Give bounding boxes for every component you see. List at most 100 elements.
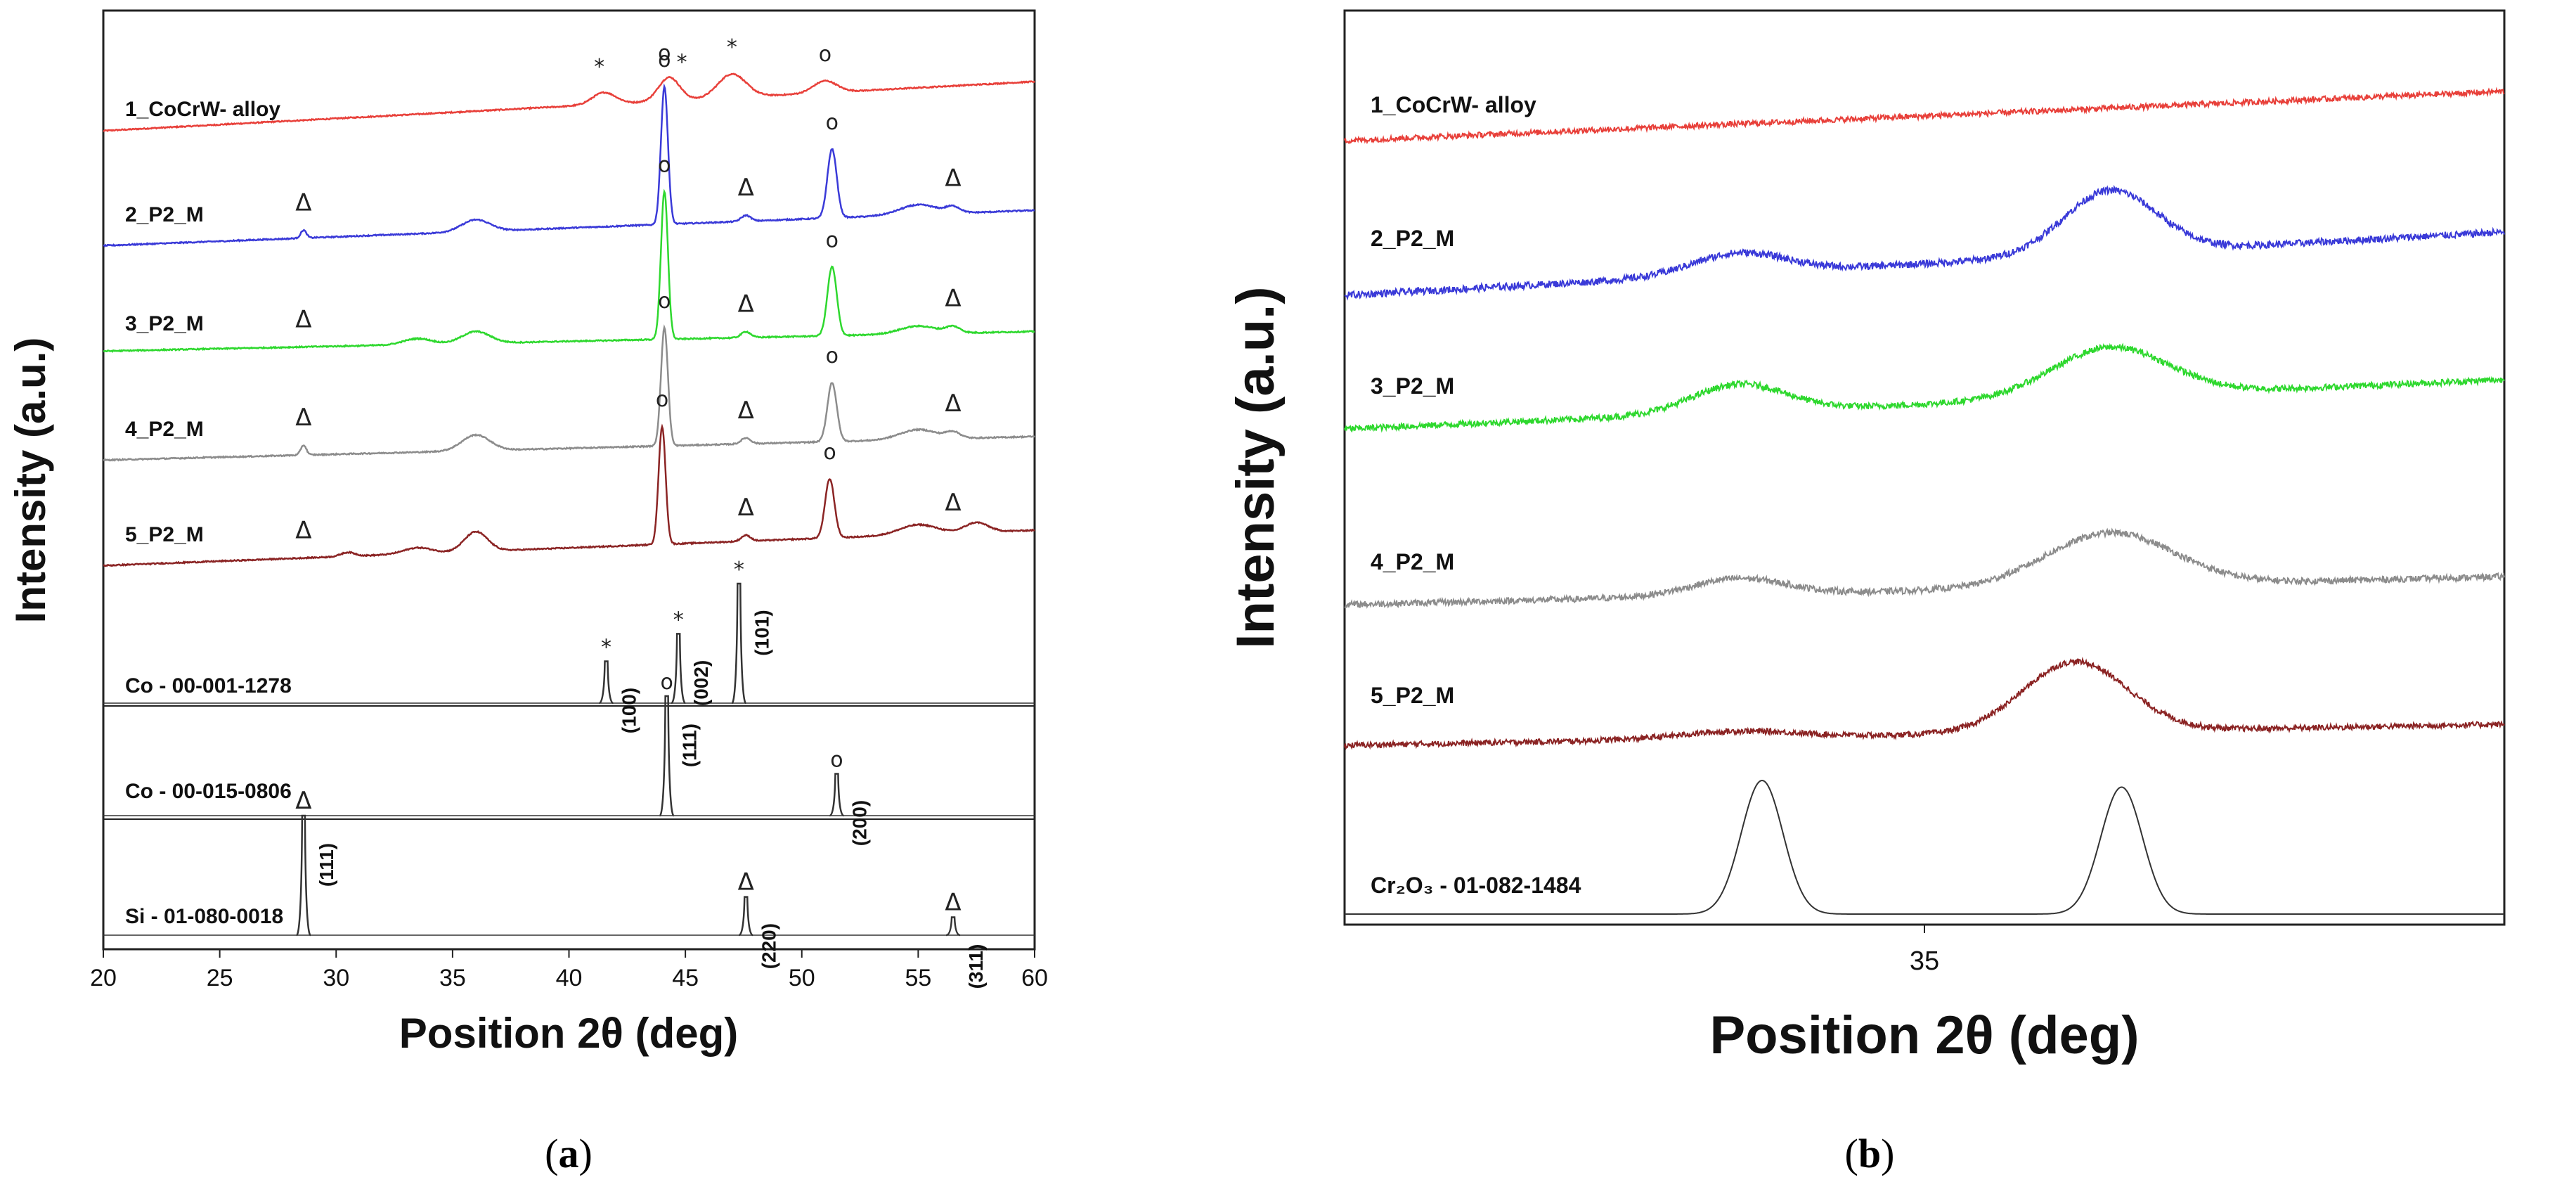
- x-tick-label-a: 30: [323, 965, 349, 991]
- hkl-label: (111): [679, 724, 701, 767]
- series-label: 2_P2_M: [1371, 226, 1454, 251]
- reference-label: Si - 01-080-0018: [125, 905, 283, 928]
- reference-group-a: Co - 00-001-1278 * (100) * (002) * (101) Co - 0…: [103, 558, 1035, 989]
- series-label: 4_P2_M: [1371, 549, 1454, 574]
- series-line-5_P2_M: [103, 423, 1035, 567]
- reference-marker: Δ: [738, 868, 754, 896]
- series-line-3_P2_M: [103, 188, 1035, 353]
- x-tick-label-a: 55: [905, 965, 931, 991]
- x-tick-label-a: 45: [672, 965, 699, 991]
- peak-marker: o: [658, 48, 671, 72]
- series-label: 1_CoCrW- alloy: [125, 98, 280, 121]
- peak-marker: Δ: [945, 390, 961, 418]
- reference-peak: [659, 695, 675, 817]
- peak-marker: o: [658, 41, 671, 65]
- peak-marker: Δ: [295, 188, 311, 217]
- x-axis-ticks-b: 35: [1910, 925, 1939, 976]
- series-line-5_P2_M: [1344, 657, 2505, 750]
- peak-marker: Δ: [945, 285, 961, 313]
- plot-frame-b: [1343, 9, 2506, 926]
- hkl-label: (100): [619, 688, 640, 733]
- reference-marker: o: [830, 748, 843, 773]
- reference-group-b: Cr₂O₃ - 01-082-1484: [1345, 779, 2504, 915]
- hkl-label: (101): [751, 610, 772, 655]
- x-axis-label-b: Position 2θ (deg): [1709, 1005, 2139, 1065]
- reference-peak: [945, 916, 961, 937]
- series-label: 5_P2_M: [1371, 683, 1454, 708]
- x-tick-label-a: 50: [789, 965, 815, 991]
- reference-peak: [598, 660, 614, 705]
- reference-line: [1345, 779, 2504, 915]
- reference-label: Co - 00-015-0806: [125, 780, 292, 803]
- series-line-2_P2_M: [103, 83, 1035, 248]
- peak-marker: o: [658, 289, 671, 314]
- y-axis-label-b: Intensity (a.u.): [1226, 286, 1286, 648]
- x-tick-label-b: 35: [1910, 946, 1939, 976]
- peak-marker: o: [826, 110, 839, 135]
- peak-marker: o: [819, 42, 831, 67]
- reference-marker: Δ: [295, 787, 311, 815]
- peak-marker: *: [727, 35, 737, 60]
- hkl-label: (311): [965, 944, 987, 989]
- reference-peak: [671, 633, 686, 705]
- series-line-1_CoCrW- alloy: [103, 72, 1035, 132]
- reference-peak: [738, 896, 753, 937]
- x-tick-label-a: 35: [439, 965, 466, 991]
- hkl-label: (111): [316, 843, 337, 887]
- peak-marker: o: [656, 387, 668, 412]
- peak-marker: Δ: [738, 397, 754, 425]
- reference-label: Co - 00-001-1278: [125, 674, 292, 698]
- peak-marker: Δ: [945, 489, 961, 517]
- series-label: 2_P2_M: [125, 203, 204, 226]
- x-tick-label-a: 25: [207, 965, 233, 991]
- peak-marker: o: [826, 344, 839, 368]
- x-tick-label-a: 40: [556, 965, 583, 991]
- reference-peak: [829, 773, 844, 817]
- x-tick-label-a: 60: [1021, 965, 1048, 991]
- peak-marker: Δ: [738, 494, 754, 522]
- series-label: 4_P2_M: [125, 418, 204, 441]
- panel-caption-a: (a): [545, 1131, 593, 1176]
- series-line-1_CoCrW- alloy: [1344, 86, 2505, 145]
- series-label: 1_CoCrW- alloy: [1371, 92, 1536, 117]
- series-label: 5_P2_M: [125, 523, 204, 546]
- hkl-label: (220): [758, 923, 779, 969]
- reference-marker: o: [660, 670, 673, 695]
- reference-marker: Δ: [945, 889, 961, 917]
- reference-marker: *: [734, 558, 744, 582]
- reference-peak: [295, 814, 312, 937]
- y-axis-label-a: Intensity (a.u.): [7, 338, 54, 624]
- x-axis-label-a: Position 2θ (deg): [399, 1010, 738, 1057]
- peak-marker: *: [594, 55, 604, 79]
- x-tick-label-a: 20: [90, 965, 117, 991]
- reference-marker: *: [601, 636, 611, 660]
- peak-marker: o: [826, 228, 839, 252]
- peak-marker: Δ: [738, 174, 754, 202]
- hkl-label: (002): [690, 660, 712, 706]
- hkl-label: (200): [848, 800, 870, 846]
- series-group-b: 1_CoCrW- alloy 2_P2_M 3_P2_M 4_P2_M 5_P2_M: [1344, 86, 2505, 750]
- reference-peak: [731, 582, 747, 705]
- series-line-4_P2_M: [103, 324, 1035, 462]
- reference-label: Cr₂O₃ - 01-082-1484: [1371, 873, 1581, 898]
- series-line-2_P2_M: [1345, 184, 2505, 301]
- series-label: 3_P2_M: [125, 312, 204, 335]
- series-line-4_P2_M: [1344, 527, 2505, 610]
- peak-marker: o: [823, 440, 836, 465]
- panel-caption-b: (b): [1845, 1131, 1895, 1176]
- peak-marker: o: [658, 153, 671, 178]
- peak-marker: Δ: [738, 290, 754, 319]
- series-label: 3_P2_M: [1371, 373, 1454, 399]
- x-axis-ticks-a: 20 25 30 35 40 45 50 55 60: [90, 949, 1048, 991]
- plot-frame-a: [102, 9, 1036, 951]
- peak-marker: Δ: [295, 305, 311, 333]
- peak-marker: *: [677, 51, 687, 75]
- series-line-3_P2_M: [1344, 342, 2505, 433]
- peak-marker: Δ: [295, 517, 311, 545]
- reference-marker: *: [673, 608, 684, 632]
- peak-marker: Δ: [945, 165, 961, 193]
- panel-b: 35 1_CoCrW- alloy 2_P2_M 3_P2_M 4_P2_M 5_P2_…: [1226, 9, 2506, 1176]
- peak-marker: Δ: [295, 404, 311, 432]
